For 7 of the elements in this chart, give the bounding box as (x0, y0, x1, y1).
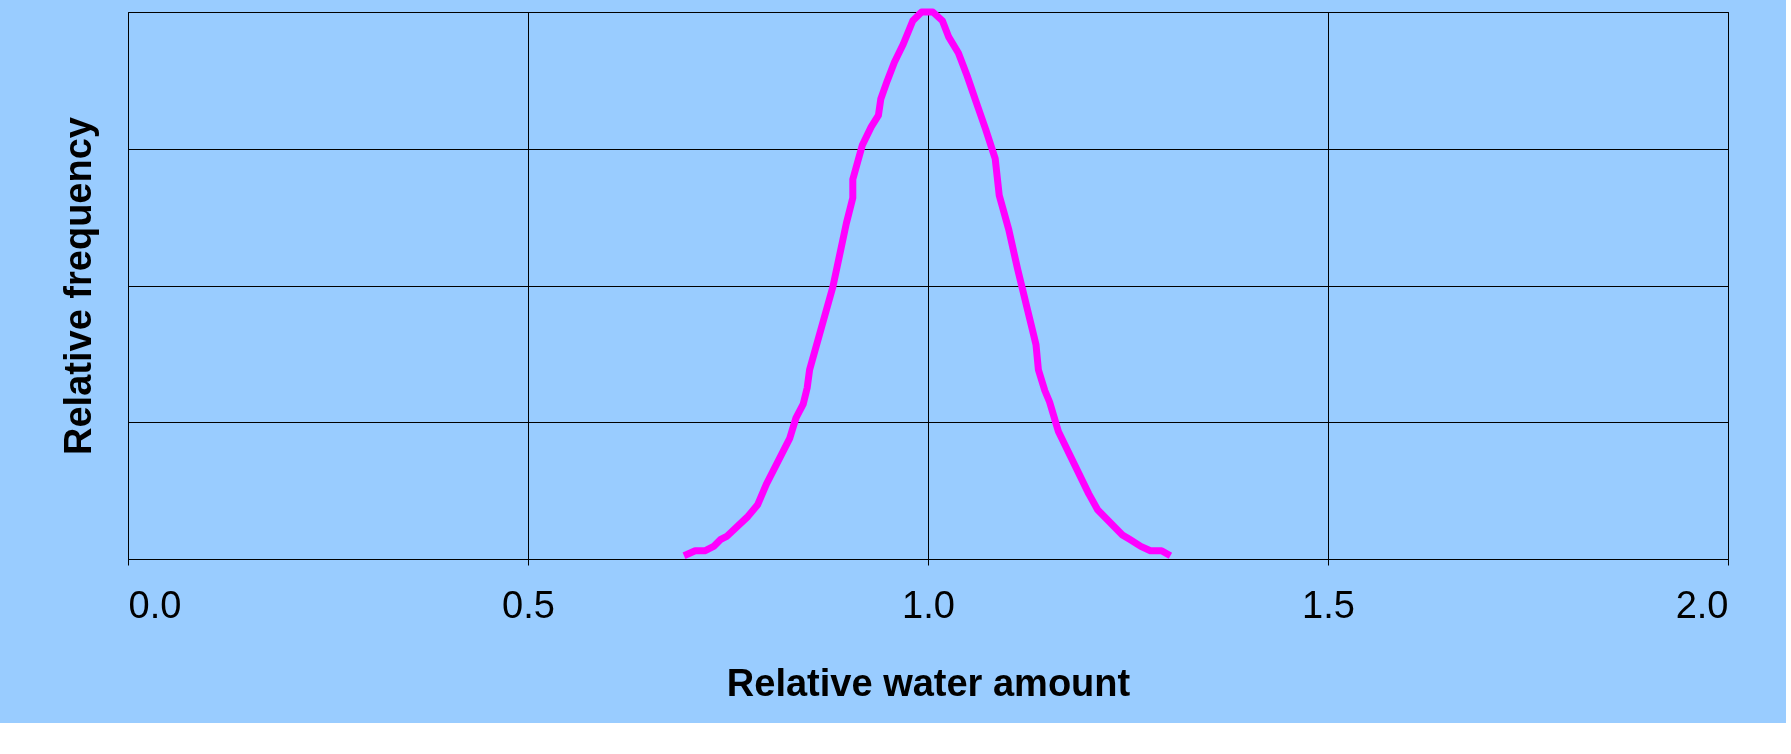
x-tick-label: 1.0 (902, 583, 955, 626)
x-tick-label: 1.5 (1302, 583, 1355, 626)
x-tick-label: 0.5 (502, 583, 555, 626)
y-axis-title: Relative frequency (56, 117, 99, 455)
x-axis-title: Relative water amount (726, 661, 1131, 704)
x-tick-label: 0.0 (128, 583, 182, 626)
x-tick-label: 2.0 (1675, 583, 1729, 626)
